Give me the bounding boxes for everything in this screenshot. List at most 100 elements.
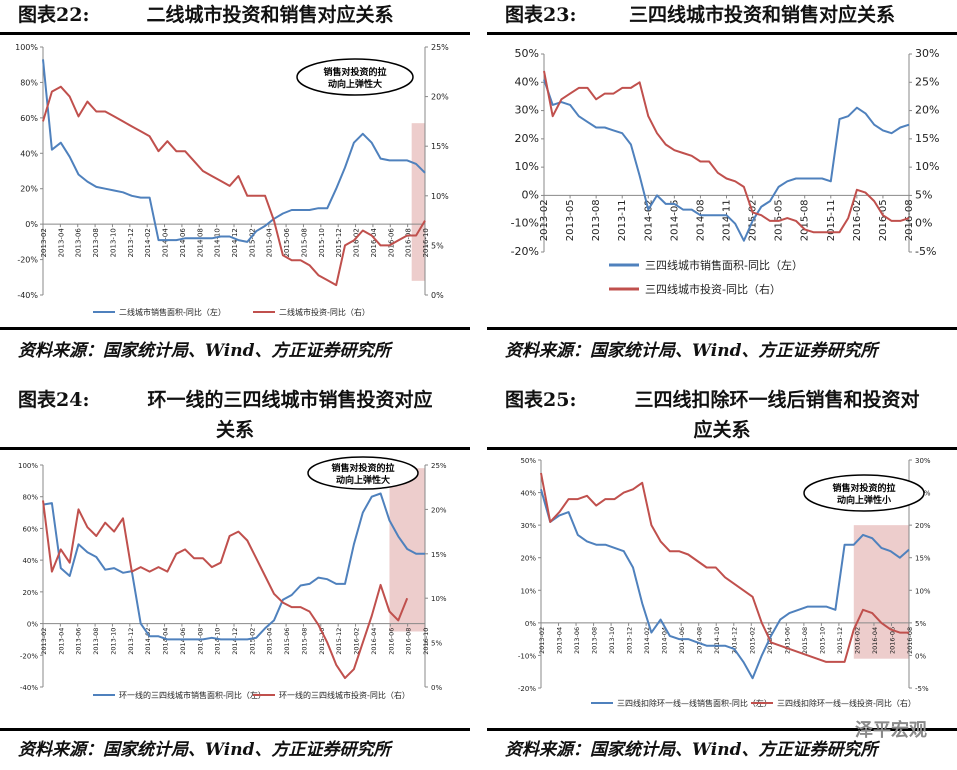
x-tick-label: 2013-06 [75, 628, 83, 655]
x-tick-label: 2015-12 [335, 228, 343, 257]
source-rule [487, 327, 957, 330]
figure-number: 图表23: [505, 4, 577, 26]
x-tick-label: 2016-08 [405, 628, 413, 655]
y-tick-label-left: -20% [17, 256, 38, 265]
y-tick-label-right: 5% [915, 620, 926, 628]
y-tick-label-left: 80% [20, 78, 38, 87]
x-tick-label: 2014-10 [214, 628, 222, 655]
x-tick-label: 2013-06 [573, 627, 581, 654]
y-tick-label-right: 10% [915, 587, 931, 595]
y-tick-label-right: 5% [915, 188, 932, 201]
legend-label: 三四线扣除环一线—线销售面积-同比（左） [617, 698, 772, 708]
x-tick-label: 2016-04 [370, 228, 378, 258]
x-tick-label: 2013-10 [109, 228, 117, 257]
x-tick-label: 2014-12 [231, 628, 239, 655]
x-tick-label: 2016-02 [353, 228, 361, 257]
x-tick-label: 2015-11 [826, 199, 837, 241]
annotation-text: 销售对投资的拉 [331, 462, 394, 474]
source-note: 资料来源：国家统计局、Wind、方正证券研究所 [505, 740, 878, 760]
x-tick-label: 2014-04 [162, 628, 170, 655]
x-tick-label: 2014-06 [678, 627, 686, 654]
x-tick-label: 2015-10 [318, 228, 326, 257]
x-tick-label: 2015-02 [748, 627, 756, 654]
legend-label: 二线城市销售面积-同比（左） [119, 307, 226, 317]
legend-label: 环一线的三四线城市销售面积-同比（左） [119, 690, 266, 700]
x-tick-label: 2015-10 [318, 628, 326, 655]
series-line-sales [540, 489, 910, 680]
x-tick-label: 2013-12 [127, 628, 135, 655]
chart-svg: -40% -20% 0% 20% 40% 60% 80% 100% 0% 5% 10% 15% 20% 2… [15, 43, 449, 317]
figure-title: 环一线的三四线城市销售投资对应 [147, 389, 433, 411]
y-tick-label-left: -40% [17, 291, 38, 300]
figure-number: 图表24: [18, 389, 90, 411]
legend-label: 三四线城市投资-同比（右） [645, 282, 781, 296]
panel-title-line2: 关系 [0, 415, 470, 445]
title-rule [0, 447, 470, 450]
x-tick-label: 2016-06 [888, 627, 896, 654]
y-tick-label-right: 0% [431, 684, 442, 692]
x-tick-label: 2015-08 [300, 628, 308, 655]
x-tick-label: 2015-06 [783, 627, 791, 654]
y-tick-label-right: 20% [431, 93, 449, 102]
y-tick-label-right: 15% [915, 132, 939, 145]
source-rule [487, 728, 957, 731]
x-tick-label: 2013-02 [539, 199, 550, 241]
y-tick-label-right: 15% [431, 551, 447, 559]
y-tick-label-left: 100% [15, 43, 38, 52]
x-tick-label: 2014-02 [144, 628, 152, 655]
y-tick-label-right: 30% [915, 457, 931, 465]
y-tick-label-left: -20% [20, 652, 38, 660]
y-tick-label-left: 10% [515, 160, 539, 173]
figure-title: 二线城市投资和销售对应关系 [146, 4, 394, 26]
x-tick-label: 2015-04 [266, 628, 274, 655]
x-tick-label: 2013-02 [40, 628, 48, 655]
y-tick-label-right: 0% [915, 652, 926, 660]
y-tick-label-left: 30% [520, 522, 536, 530]
title-rule [0, 32, 470, 35]
y-tick-label-right: 20% [915, 104, 939, 117]
source-note: 资料来源：国家统计局、Wind、方正证券研究所 [18, 341, 391, 361]
x-tick-label: 2013-12 [626, 627, 634, 654]
y-tick-label-right: 20% [431, 506, 447, 514]
x-tick-label: 2014-02 [643, 627, 651, 654]
legend-label: 二线城市投资-同比（右） [279, 307, 370, 317]
x-tick-label: 2015-06 [283, 228, 291, 258]
annotation-text: 销售对投资的拉 [323, 66, 386, 78]
y-tick-label-left: 20% [22, 589, 38, 597]
x-tick-label: 2013-02 [40, 228, 48, 257]
y-tick-label-left: -20% [511, 245, 539, 258]
x-tick-label: 2013-04 [556, 627, 564, 654]
x-tick-label: 2013-10 [608, 627, 616, 654]
x-tick-label: 2014-08 [196, 628, 204, 655]
x-tick-label: 2016-08 [405, 228, 413, 257]
y-tick-label-left: 60% [20, 114, 38, 123]
annotation-bubble [296, 58, 414, 96]
x-tick-label: 2015-10 [818, 627, 826, 654]
x-tick-label: 2015-12 [836, 627, 844, 654]
y-tick-label-right: 10% [915, 160, 939, 173]
x-tick-label: 2013-04 [57, 628, 65, 655]
y-tick-label-left: 50% [520, 457, 536, 465]
title-rule [487, 32, 957, 35]
title-rule [487, 447, 957, 450]
x-tick-label: 2014-12 [731, 627, 739, 654]
x-tick-label: 2013-08 [591, 199, 602, 241]
y-tick-label-right: 25% [431, 43, 449, 52]
x-tick-label: 2013-06 [75, 228, 83, 258]
series-line-sales [543, 79, 910, 242]
series-line-sales [42, 492, 425, 641]
panel-title: 图表23: 三四线城市投资和销售对应关系 [487, 0, 957, 30]
x-tick-label: 2016-02 [852, 199, 863, 241]
y-tick-label-right: 0% [915, 217, 932, 230]
y-tick-label-left: 40% [22, 557, 38, 565]
legend-label: 环一线的三四线城市投资-同比（右） [279, 690, 410, 700]
source-rule [0, 728, 470, 731]
x-tick-label: 2016-08 [906, 627, 914, 654]
x-tick-label: 2016-10 [422, 628, 430, 655]
x-tick-label: 2015-08 [801, 627, 809, 654]
chart-area: -40% -20% 0% 20% 40% 60% 80% 100% 0% 5% 10% 15% 20% 2… [5, 37, 465, 320]
y-tick-label-left: -10% [511, 217, 539, 230]
y-tick-label-right: 15% [915, 555, 931, 563]
y-tick-label-left: 0% [27, 621, 38, 629]
figure-number: 图表25: [505, 389, 577, 411]
